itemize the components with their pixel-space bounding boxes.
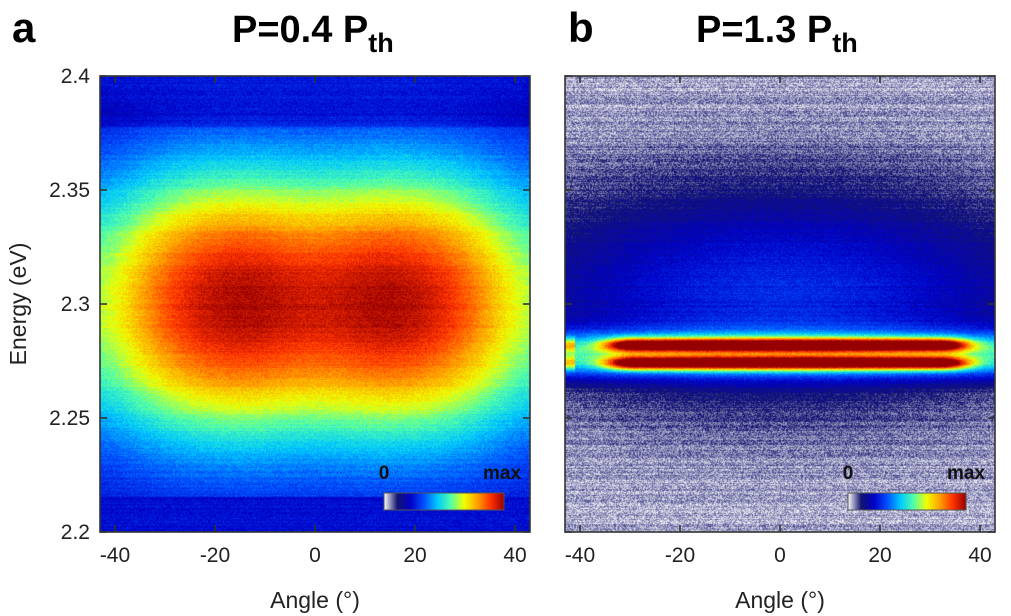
x-tick-label: 0: [774, 544, 786, 567]
x-tick-label: 20: [868, 544, 891, 567]
y-tick-label: 2.4: [61, 65, 91, 88]
x-ticks-b: -40 -20 0 20 40: [565, 76, 992, 567]
colorbar-a: 0 max: [379, 463, 521, 511]
colorbar-b: 0 max: [843, 463, 985, 511]
x-axis-label-b: Angle (°): [735, 587, 825, 613]
colorbar-a-gradient: [383, 492, 505, 511]
panel-a-title: P=0.4 Pth: [232, 9, 394, 58]
colorbar-b-min-label: 0: [843, 463, 854, 484]
x-tick-label: -20: [200, 544, 230, 567]
colorbar-a-min-label: 0: [379, 463, 390, 484]
y-ticks-a: 2.2 2.25 2.3 2.35 2.4: [49, 65, 530, 544]
panel-b-title: P=1.3 Pth: [696, 9, 858, 58]
panel-b: b P=1.3 Pth -40 -20 0 20 40 Angle (°) 0 max: [564, 4, 996, 613]
y-tick-label: 2.2: [61, 521, 90, 544]
panel-b-letter: b: [568, 4, 594, 51]
y-axis-label: Energy (eV): [5, 243, 31, 366]
colorbar-b-max-label: max: [947, 463, 985, 484]
colorbar-b-gradient: [847, 492, 967, 511]
x-tick-label: -20: [665, 544, 695, 567]
x-tick-label: -40: [565, 544, 595, 567]
x-axis-label-a: Angle (°): [270, 587, 360, 613]
x-tick-label: 40: [503, 544, 526, 567]
panel-a: a P=0.4 Pth -40 -20 0 20 40 2.22.252.32.352.…: [5, 4, 531, 613]
colorbar-a-max-label: max: [483, 463, 521, 484]
x-tick-label: 0: [309, 544, 321, 567]
y-tick-label: 2.3: [61, 293, 90, 316]
x-tick-label: 40: [968, 544, 991, 567]
heatmap-b: [565, 76, 995, 532]
x-tick-label: 20: [403, 544, 426, 567]
x-tick-label: -40: [100, 544, 130, 567]
y-ticks-b: [565, 75, 995, 533]
y-tick-label: 2.35: [49, 179, 90, 202]
heatmap-a: [100, 76, 530, 532]
x-ticks-a: -40 -20 0 20 40: [100, 76, 527, 567]
y-tick-label: 2.25: [49, 407, 90, 430]
panel-a-letter: a: [12, 4, 36, 51]
